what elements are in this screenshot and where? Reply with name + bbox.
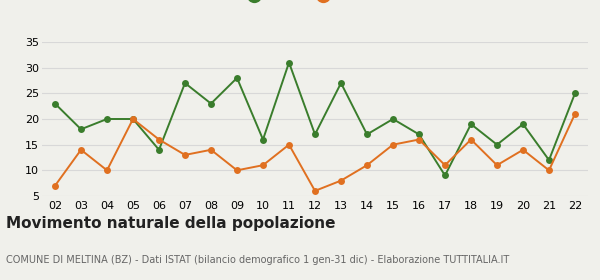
Decessi — [467, 138, 475, 141]
Decessi — [442, 164, 449, 167]
Decessi — [259, 164, 266, 167]
Nascite — [233, 76, 241, 80]
Nascite — [389, 117, 397, 121]
Decessi — [52, 184, 59, 187]
Nascite — [103, 117, 110, 121]
Legend: Nascite, Decessi: Nascite, Decessi — [251, 0, 379, 3]
Nascite — [155, 148, 163, 151]
Nascite — [259, 138, 266, 141]
Line: Decessi: Decessi — [52, 110, 578, 194]
Decessi — [208, 148, 215, 151]
Text: Movimento naturale della popolazione: Movimento naturale della popolazione — [6, 216, 335, 231]
Nascite — [52, 102, 59, 105]
Text: COMUNE DI MELTINA (BZ) - Dati ISTAT (bilancio demografico 1 gen-31 dic) - Elabor: COMUNE DI MELTINA (BZ) - Dati ISTAT (bil… — [6, 255, 509, 265]
Nascite — [493, 143, 500, 146]
Line: Nascite: Nascite — [52, 59, 578, 179]
Decessi — [155, 138, 163, 141]
Decessi — [389, 143, 397, 146]
Nascite — [130, 117, 137, 121]
Nascite — [364, 133, 371, 136]
Decessi — [364, 164, 371, 167]
Nascite — [467, 122, 475, 126]
Decessi — [571, 112, 578, 116]
Decessi — [103, 169, 110, 172]
Nascite — [337, 81, 344, 85]
Nascite — [442, 174, 449, 177]
Decessi — [545, 169, 553, 172]
Decessi — [233, 169, 241, 172]
Decessi — [181, 153, 188, 157]
Nascite — [286, 61, 293, 64]
Decessi — [130, 117, 137, 121]
Decessi — [493, 164, 500, 167]
Decessi — [286, 143, 293, 146]
Nascite — [571, 92, 578, 95]
Decessi — [337, 179, 344, 182]
Nascite — [208, 102, 215, 105]
Nascite — [181, 81, 188, 85]
Nascite — [520, 122, 527, 126]
Decessi — [415, 138, 422, 141]
Decessi — [520, 148, 527, 151]
Decessi — [311, 189, 319, 193]
Nascite — [415, 133, 422, 136]
Nascite — [77, 128, 85, 131]
Decessi — [77, 148, 85, 151]
Nascite — [545, 158, 553, 162]
Nascite — [311, 133, 319, 136]
